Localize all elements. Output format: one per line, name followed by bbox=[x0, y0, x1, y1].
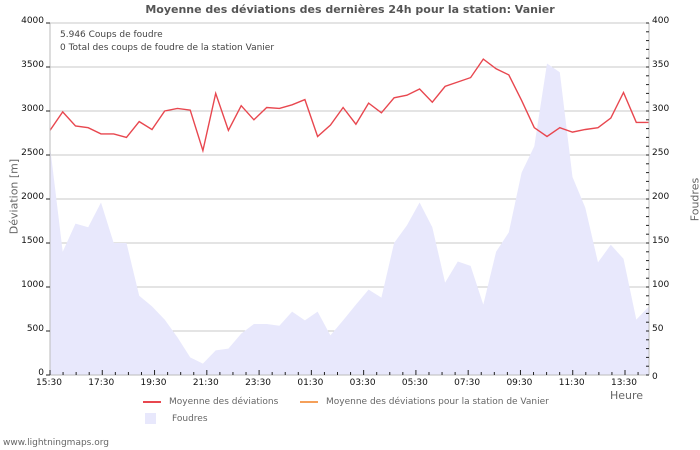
x-tick: 13:30 bbox=[611, 378, 637, 388]
legend-deviation: Moyenne des déviations bbox=[143, 397, 278, 407]
y-left-tick: 3000 bbox=[21, 104, 44, 114]
y-right-tick: 50 bbox=[652, 324, 664, 334]
x-tick: 11:30 bbox=[558, 378, 585, 388]
info-strikes: 5.946 Coups de foudre bbox=[60, 30, 163, 40]
info-station-total: 0 Total des coups de foudre de la statio… bbox=[60, 43, 275, 53]
x-tick: 21:30 bbox=[192, 378, 219, 388]
y-right-tick: 250 bbox=[652, 148, 670, 158]
y-left-tick: 1000 bbox=[21, 280, 44, 290]
y-left-tick: 1500 bbox=[21, 236, 44, 246]
y-right-tick: 350 bbox=[652, 60, 670, 70]
y-left-tick: 500 bbox=[26, 324, 44, 334]
legend-deviation-label: Moyenne des déviations bbox=[169, 397, 279, 407]
legend-red-line-icon bbox=[143, 401, 161, 403]
axes bbox=[46, 22, 650, 376]
x-tick: 23:30 bbox=[245, 378, 272, 388]
y-right-tick: 0 bbox=[652, 372, 658, 382]
chart-title: Moyenne des déviations des dernières 24h… bbox=[145, 3, 555, 16]
legend-station: Moyenne des déviations pour la station d… bbox=[300, 397, 549, 407]
footer-site-link[interactable]: www.lightningmaps.org bbox=[3, 438, 109, 448]
x-tick: 09:30 bbox=[506, 378, 533, 388]
x-tick: 15:30 bbox=[36, 378, 62, 388]
y-left-tick: 4000 bbox=[21, 16, 44, 26]
legend-orange-line-icon bbox=[300, 401, 318, 403]
x-axis-label: Heure bbox=[610, 389, 644, 402]
y-left-tick: 2500 bbox=[21, 148, 44, 158]
y-axis-left-label: Déviation [m] bbox=[7, 158, 21, 235]
y-left-tick: 0 bbox=[38, 368, 44, 378]
x-tick: 07:30 bbox=[454, 378, 481, 388]
y-axis-right-label: Foudres bbox=[688, 177, 700, 222]
grid-lines bbox=[50, 22, 649, 332]
legend-foudres-label: Foudres bbox=[172, 413, 208, 424]
y-left-tick: 3500 bbox=[21, 60, 44, 70]
y-right-tick: 100 bbox=[652, 280, 670, 290]
deviation-line bbox=[49, 58, 649, 154]
x-tick: 17:30 bbox=[88, 378, 115, 388]
y-right-tick: 200 bbox=[652, 192, 670, 202]
x-tick: 05:30 bbox=[401, 378, 428, 388]
y-left-tick: 2000 bbox=[21, 192, 44, 202]
x-tick: 19:30 bbox=[140, 378, 167, 388]
y-right-tick: 300 bbox=[652, 104, 670, 114]
foudres-area bbox=[50, 63, 649, 375]
legend-area-swatch-icon bbox=[145, 413, 156, 424]
x-tick: 03:30 bbox=[349, 378, 376, 388]
legend-foudres: Foudres bbox=[141, 413, 208, 424]
y-right-tick: 150 bbox=[652, 236, 670, 246]
x-tick: 01:30 bbox=[297, 378, 324, 388]
y-right-tick: 400 bbox=[652, 16, 670, 26]
legend-station-label: Moyenne des déviations pour la station d… bbox=[326, 397, 549, 407]
